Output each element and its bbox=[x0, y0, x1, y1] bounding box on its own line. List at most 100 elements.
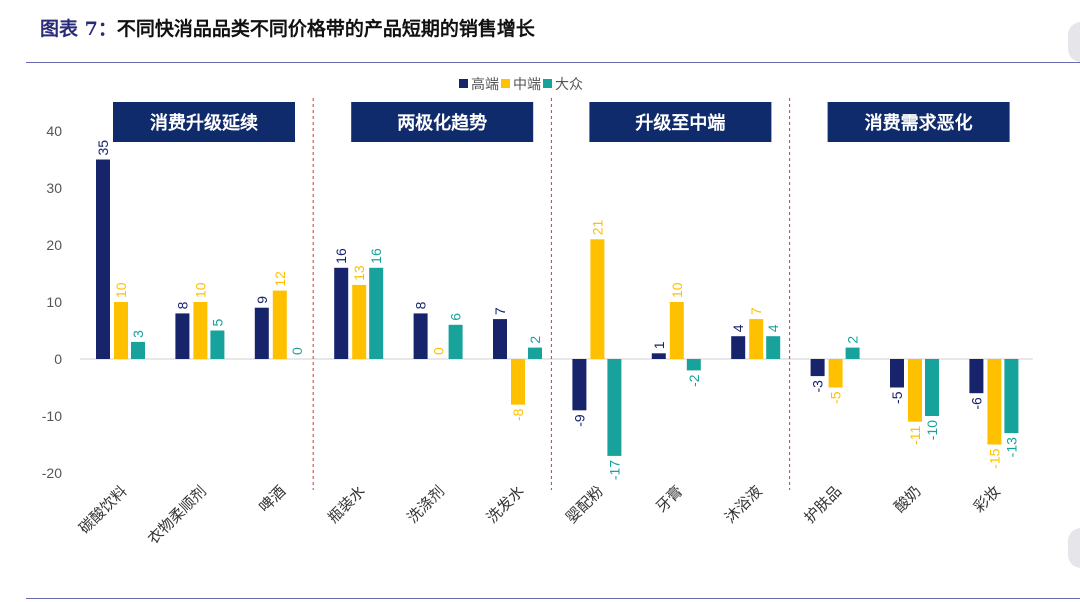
data-label: -3 bbox=[810, 380, 826, 393]
data-label: 2 bbox=[527, 336, 543, 344]
data-label: 8 bbox=[413, 301, 429, 309]
bar-高端 bbox=[890, 359, 904, 388]
category-label: 彩妆 bbox=[970, 482, 1004, 516]
bar-大众 bbox=[448, 324, 463, 359]
bar-中端 bbox=[352, 284, 367, 359]
bar-中端 bbox=[590, 239, 605, 359]
bar-中端 bbox=[828, 359, 843, 388]
figure-title-text: 不同快消品品类不同价格带的产品短期的销售增长 bbox=[116, 18, 535, 40]
data-label: 5 bbox=[209, 319, 225, 327]
legend-label: 中端 bbox=[513, 77, 541, 93]
y-tick-label: 0 bbox=[54, 351, 62, 367]
group-box bbox=[113, 102, 295, 142]
figure-number: 图表 7： bbox=[40, 18, 117, 40]
bar-中端 bbox=[114, 302, 128, 359]
category-label: 婴配粉 bbox=[562, 482, 607, 527]
bar-中端 bbox=[987, 359, 1002, 445]
bar-高端 bbox=[969, 359, 984, 394]
data-label: 10 bbox=[669, 282, 685, 298]
bar-大众 bbox=[210, 330, 225, 359]
data-label: -8 bbox=[510, 408, 526, 421]
data-label: -5 bbox=[889, 391, 905, 404]
bar-高端 bbox=[493, 319, 507, 359]
data-label: 0 bbox=[431, 347, 447, 355]
data-label: 13 bbox=[351, 265, 367, 281]
bar-大众 bbox=[925, 359, 939, 416]
data-label: -6 bbox=[968, 397, 984, 410]
bar-高端 bbox=[175, 313, 190, 359]
category-label: 衣物柔顺剂 bbox=[144, 482, 210, 548]
data-label: 0 bbox=[289, 347, 305, 355]
category-label: 洗涤剂 bbox=[404, 482, 449, 527]
top-divider bbox=[26, 62, 1080, 63]
category-label: 啤酒 bbox=[255, 482, 289, 516]
group-label: 消费升级延续 bbox=[150, 112, 258, 134]
legend-swatch-中端 bbox=[501, 79, 510, 88]
category-label: 酸奶 bbox=[891, 482, 925, 516]
data-label: 2 bbox=[845, 336, 861, 344]
data-label: -17 bbox=[606, 460, 622, 480]
data-label: 4 bbox=[730, 324, 746, 332]
data-label: 35 bbox=[95, 140, 111, 156]
y-tick-label: 40 bbox=[46, 123, 62, 139]
bar-高端 bbox=[810, 359, 825, 377]
bar-中端 bbox=[272, 290, 287, 359]
data-label: -5 bbox=[828, 391, 844, 404]
y-tick-label: -20 bbox=[42, 465, 62, 481]
bar-高端 bbox=[334, 267, 349, 359]
group-box bbox=[351, 102, 534, 142]
bar-大众 bbox=[845, 347, 860, 359]
bar-大众 bbox=[528, 347, 542, 359]
figure-title: 图表 7：不同快消品品类不同价格带的产品短期的销售增长 bbox=[40, 14, 535, 41]
data-label: 8 bbox=[174, 301, 190, 309]
bar-大众 bbox=[766, 336, 781, 359]
bar-中端 bbox=[511, 359, 525, 405]
data-label: -15 bbox=[986, 448, 1002, 468]
category-label: 牙膏 bbox=[652, 482, 686, 516]
data-label: 10 bbox=[113, 282, 129, 298]
y-tick-label: 10 bbox=[46, 294, 62, 310]
group-box bbox=[827, 102, 1010, 142]
group-label: 消费需求恶化 bbox=[865, 112, 973, 134]
bar-大众 bbox=[369, 267, 384, 359]
category-label: 沐浴液 bbox=[721, 482, 766, 527]
scroll-handle-top[interactable] bbox=[1068, 22, 1080, 62]
data-label: 7 bbox=[492, 307, 508, 315]
y-tick-label: 20 bbox=[46, 237, 62, 253]
data-label: -10 bbox=[924, 420, 940, 440]
bar-中端 bbox=[193, 302, 208, 359]
bar-中端 bbox=[749, 319, 764, 359]
bar-高端 bbox=[254, 307, 269, 359]
data-label: 6 bbox=[448, 313, 464, 321]
bar-中端 bbox=[669, 302, 684, 359]
data-label: 1 bbox=[651, 341, 667, 349]
data-label: 16 bbox=[368, 248, 384, 264]
legend-swatch-高端 bbox=[459, 79, 468, 88]
bar-大众 bbox=[1004, 359, 1019, 434]
legend-label: 高端 bbox=[471, 76, 499, 93]
scroll-handle-bottom[interactable] bbox=[1068, 528, 1080, 568]
data-label: -2 bbox=[686, 374, 702, 387]
bar-高端 bbox=[413, 313, 428, 359]
bar-大众 bbox=[686, 359, 701, 371]
y-tick-label: 30 bbox=[46, 180, 62, 196]
data-label: 21 bbox=[589, 220, 605, 236]
data-label: 10 bbox=[192, 282, 208, 298]
bar-高端 bbox=[572, 359, 587, 411]
data-label: 16 bbox=[333, 248, 349, 264]
data-label: 4 bbox=[765, 324, 781, 332]
category-label: 碳酸饮料 bbox=[75, 482, 130, 537]
group-label: 升级至中端 bbox=[635, 112, 725, 134]
data-label: 7 bbox=[748, 307, 764, 315]
y-tick-label: -10 bbox=[42, 408, 62, 424]
data-label: -11 bbox=[907, 425, 923, 444]
category-label: 瓶装水 bbox=[324, 482, 369, 527]
bar-高端 bbox=[96, 159, 110, 359]
category-label: 洗发水 bbox=[483, 482, 528, 527]
legend-swatch-大众 bbox=[543, 79, 552, 88]
legend-label: 大众 bbox=[555, 77, 583, 93]
data-label: 9 bbox=[254, 296, 270, 304]
bar-高端 bbox=[651, 353, 666, 359]
group-label: 两极化趋势 bbox=[397, 112, 487, 134]
